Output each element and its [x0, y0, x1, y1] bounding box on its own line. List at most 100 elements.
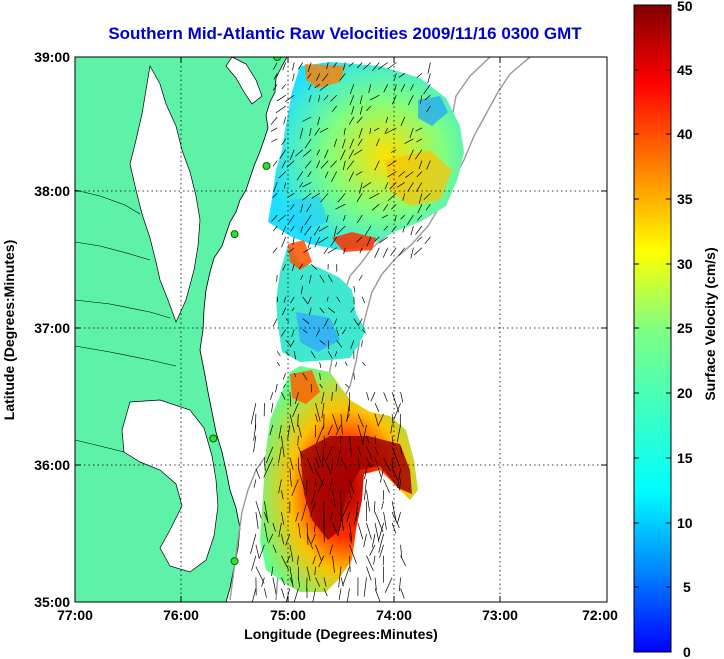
- current-vector: [356, 236, 363, 243]
- current-vector: [268, 533, 274, 544]
- current-vector: [281, 225, 287, 236]
- current-vector: [383, 204, 389, 212]
- current-vector: [381, 214, 388, 219]
- current-vector: [289, 392, 292, 407]
- current-vector: [426, 105, 431, 113]
- current-vector: [335, 203, 346, 210]
- current-vector: [265, 446, 274, 464]
- current-vector: [290, 296, 295, 304]
- current-vector: [300, 204, 304, 213]
- current-vector: [296, 171, 303, 181]
- current-vector: [255, 544, 260, 559]
- current-vector: [314, 84, 320, 89]
- current-vector: [298, 424, 302, 438]
- current-vector: [374, 413, 379, 426]
- current-vector: [356, 116, 363, 124]
- pamlico-sound: [121, 399, 219, 573]
- current-vector: [349, 435, 353, 457]
- current-vector: [326, 215, 329, 223]
- current-vector: [410, 84, 414, 91]
- current-vector: [264, 501, 269, 522]
- current-vector: [271, 214, 278, 222]
- current-vector: [317, 479, 325, 492]
- current-vector: [278, 522, 282, 538]
- current-vector: [283, 116, 287, 125]
- current-vector: [314, 566, 316, 576]
- current-vector: [348, 149, 355, 159]
- current-vector: [292, 402, 299, 418]
- current-vector: [293, 351, 297, 360]
- current-vector: [379, 236, 389, 244]
- current-vector: [276, 94, 286, 102]
- current-vector: [298, 446, 303, 458]
- current-vector: [350, 340, 355, 349]
- current-vector: [353, 373, 355, 380]
- current-vector: [424, 236, 431, 245]
- current-vector: [275, 383, 278, 393]
- current-vector: [304, 214, 312, 226]
- current-vector: [332, 522, 339, 537]
- current-vector: [309, 307, 312, 316]
- current-vector: [263, 457, 274, 478]
- current-vector: [389, 182, 397, 190]
- current-vector: [336, 340, 343, 348]
- current-vector: [272, 247, 278, 254]
- current-vector: [299, 182, 303, 188]
- current-vector: [307, 171, 312, 178]
- current-vector: [289, 468, 292, 487]
- current-vector: [329, 544, 333, 555]
- current-vector: [315, 544, 322, 561]
- velocity-hotspot: [385, 150, 452, 206]
- current-vector: [271, 403, 274, 413]
- current-vector: [400, 84, 406, 92]
- current-vector: [331, 105, 337, 112]
- current-vector: [390, 149, 397, 153]
- x-tick-labels: 77:00 76:00 75:00 74:00 73:00 72:00: [57, 607, 618, 623]
- current-vector: [251, 588, 257, 602]
- current-vector: [281, 577, 286, 586]
- current-vector: [362, 424, 367, 442]
- current-vector: [315, 329, 321, 337]
- current-vector: [332, 413, 339, 430]
- current-vector: [314, 127, 320, 136]
- current-vector: [275, 105, 286, 114]
- current-vector: [396, 512, 401, 524]
- current-vector: [291, 479, 299, 497]
- current-vector: [310, 263, 317, 270]
- current-vector: [353, 285, 356, 293]
- current-vector: [312, 555, 316, 565]
- current-vector: [285, 588, 291, 602]
- current-vector: [285, 94, 295, 102]
- current-vector: [417, 214, 423, 221]
- current-vector: [343, 247, 346, 255]
- current-vector: [310, 351, 316, 359]
- current-vector: [293, 588, 299, 602]
- current-vector: [318, 95, 321, 102]
- colorbar-tick-labels: 50 45 40 35 30 25 20 15 10 5 0: [677, 0, 693, 659]
- current-vector: [415, 149, 423, 160]
- current-vector: [404, 138, 414, 144]
- current-vector: [269, 424, 274, 436]
- current-vector: [418, 193, 423, 204]
- current-vector: [333, 138, 338, 148]
- current-vector: [353, 318, 359, 327]
- current-vector: [383, 479, 390, 494]
- current-vector: [342, 329, 346, 335]
- current-vector: [272, 318, 278, 327]
- colorbar-ticks: [634, 4, 671, 588]
- current-vector: [300, 225, 304, 233]
- current-vector: [301, 501, 308, 521]
- current-vector: [358, 318, 363, 326]
- current-vector: [287, 193, 295, 198]
- tick-marks: [75, 57, 607, 602]
- current-vector: [306, 522, 309, 545]
- current-vector: [379, 544, 384, 558]
- current-vector: [349, 533, 352, 544]
- current-vector: [321, 392, 325, 404]
- x-tick-label: 73:00: [482, 607, 518, 623]
- x-tick-label: 76:00: [163, 607, 199, 623]
- current-vector: [393, 402, 401, 420]
- current-vector: [311, 533, 316, 544]
- current-vector: [264, 588, 267, 598]
- velocity-coldspot: [418, 96, 448, 126]
